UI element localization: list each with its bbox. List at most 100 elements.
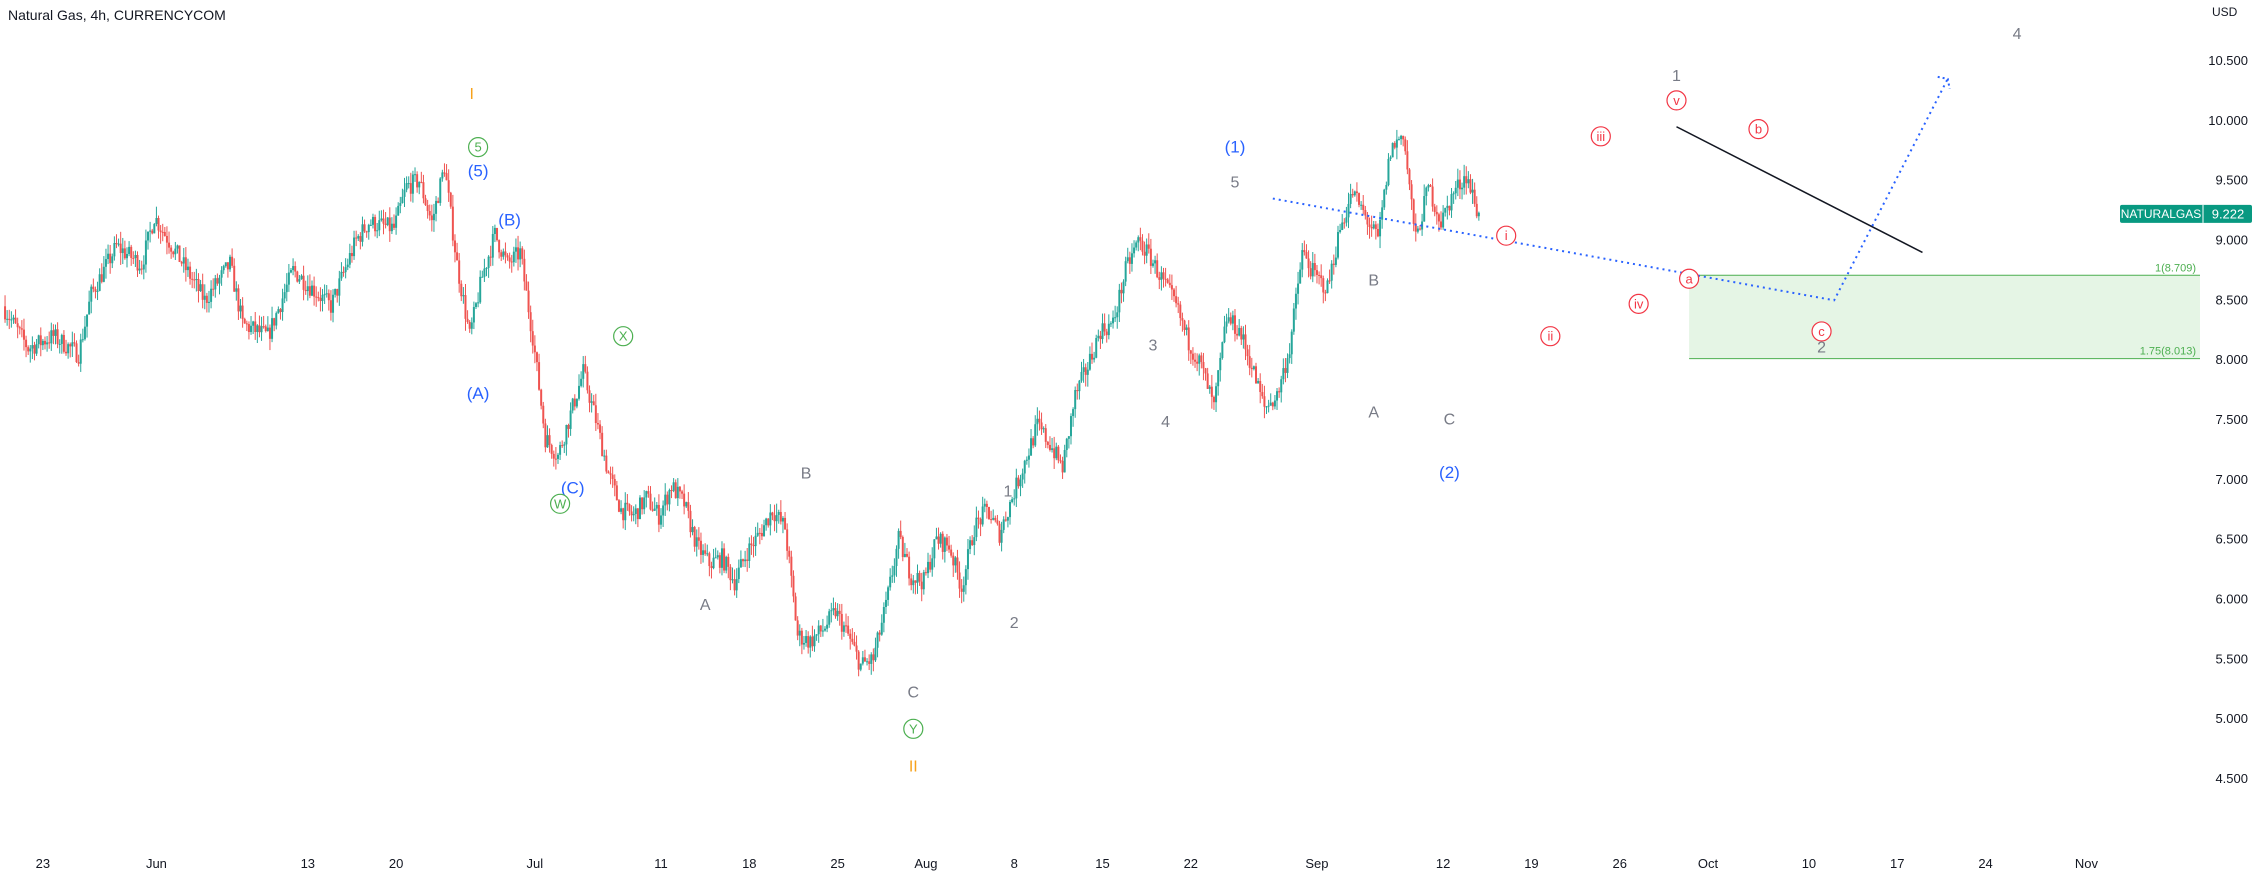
wave-label-text: A — [1368, 404, 1379, 421]
candle-body — [588, 390, 591, 403]
candle-body — [16, 323, 19, 328]
x-tick-label: 22 — [1184, 856, 1198, 871]
candle-body — [376, 230, 379, 232]
candle-body — [1067, 436, 1070, 439]
candle-body — [584, 364, 587, 372]
candle-body — [893, 566, 896, 576]
candle-body — [704, 550, 707, 554]
wave-label-text: a — [1685, 271, 1693, 286]
candle-body — [1114, 317, 1117, 319]
candle-body — [954, 557, 957, 566]
candle-body — [302, 275, 305, 290]
candle-body — [1431, 186, 1434, 207]
wave-label-text: 2 — [1817, 340, 1826, 357]
candle-body — [241, 305, 244, 319]
candle-body — [666, 494, 669, 505]
wave-label: 3 — [1149, 337, 1158, 354]
candle-body — [1412, 199, 1415, 224]
candle-body — [353, 237, 356, 257]
candle-body — [260, 326, 263, 333]
candle-body — [1187, 327, 1190, 351]
candle-body — [268, 327, 271, 339]
candle-body — [685, 502, 688, 507]
candle-body — [1078, 380, 1081, 392]
candle-body — [374, 216, 377, 232]
candle-body — [1440, 221, 1443, 228]
candle-body — [355, 237, 358, 239]
candle-body — [1160, 272, 1163, 280]
candle-body — [1202, 361, 1205, 369]
candle-body — [165, 235, 168, 243]
candle-body — [718, 555, 721, 568]
wave-label: C — [908, 684, 920, 701]
candle-body — [1404, 139, 1407, 152]
candle-body — [702, 550, 705, 555]
candle-body — [943, 537, 946, 552]
candle-body — [504, 251, 507, 256]
candle-body — [205, 295, 208, 303]
candle-body — [1374, 224, 1377, 230]
candle-body — [397, 205, 400, 216]
candle-body — [468, 321, 471, 329]
candle-body — [573, 398, 576, 407]
candle-body — [1170, 285, 1173, 290]
candle-body — [300, 275, 303, 280]
candle-body — [1271, 402, 1274, 407]
candle-body — [1248, 356, 1251, 368]
candle-body — [550, 445, 553, 454]
wave-label-circle — [467, 136, 489, 158]
candle-body — [1339, 230, 1342, 233]
candle-body — [25, 339, 28, 348]
candle-body — [544, 423, 547, 448]
candle-body — [151, 230, 154, 234]
candle-body — [750, 543, 753, 546]
candle-body — [456, 252, 459, 261]
candle-body — [912, 580, 915, 586]
candle-body — [98, 274, 101, 291]
wave-label: iii — [1590, 126, 1611, 147]
candle-body — [1416, 228, 1419, 232]
candle-body — [605, 455, 608, 472]
candle-body — [1473, 189, 1476, 204]
price-axis[interactable]: USD 10.500 10.000 9.500 9.000 8.500 8.000 7.500… — [2120, 5, 2252, 786]
candle-body — [405, 183, 408, 190]
wave-label-circle — [1679, 268, 1700, 289]
candle-body — [983, 503, 986, 507]
candle-body — [201, 284, 204, 300]
x-tick-label: Jul — [527, 856, 544, 871]
candle-body — [1147, 244, 1150, 249]
candle-body — [842, 625, 845, 632]
candle-body — [86, 314, 89, 327]
x-tick-label: Jun — [146, 856, 167, 871]
candle-body — [798, 630, 801, 636]
candle-body — [714, 557, 717, 559]
candle-body — [77, 362, 80, 364]
x-tick-label: 10 — [1802, 856, 1816, 871]
candle-body — [521, 248, 524, 259]
candle-body — [1217, 370, 1220, 387]
candle-body — [437, 200, 440, 203]
wave-label-text: iv — [1634, 296, 1644, 311]
candle-body — [1330, 263, 1333, 281]
candle-body — [929, 561, 932, 570]
wave-label-circle — [1811, 321, 1832, 342]
candle-body — [161, 231, 164, 233]
time-axis[interactable]: 23 Jun 13 20 Jul 11 18 25 Aug 8 15 22 Sep 12 19 26 Oct 10… — [36, 856, 2099, 871]
candle-body — [287, 272, 290, 285]
candle-body — [138, 268, 141, 271]
candle-body — [336, 289, 339, 296]
candle-body — [508, 257, 511, 262]
candle-body — [760, 533, 763, 537]
candle-body — [79, 339, 82, 364]
candle-body — [832, 608, 835, 611]
candle-body — [117, 243, 120, 245]
candle-body — [592, 401, 595, 406]
candle-body — [430, 215, 433, 221]
candle-body — [245, 323, 248, 325]
candle-body — [254, 321, 257, 333]
candle-body — [1255, 366, 1258, 384]
candle-body — [821, 630, 824, 632]
candle-body — [83, 326, 86, 340]
candle-body — [1332, 263, 1335, 265]
